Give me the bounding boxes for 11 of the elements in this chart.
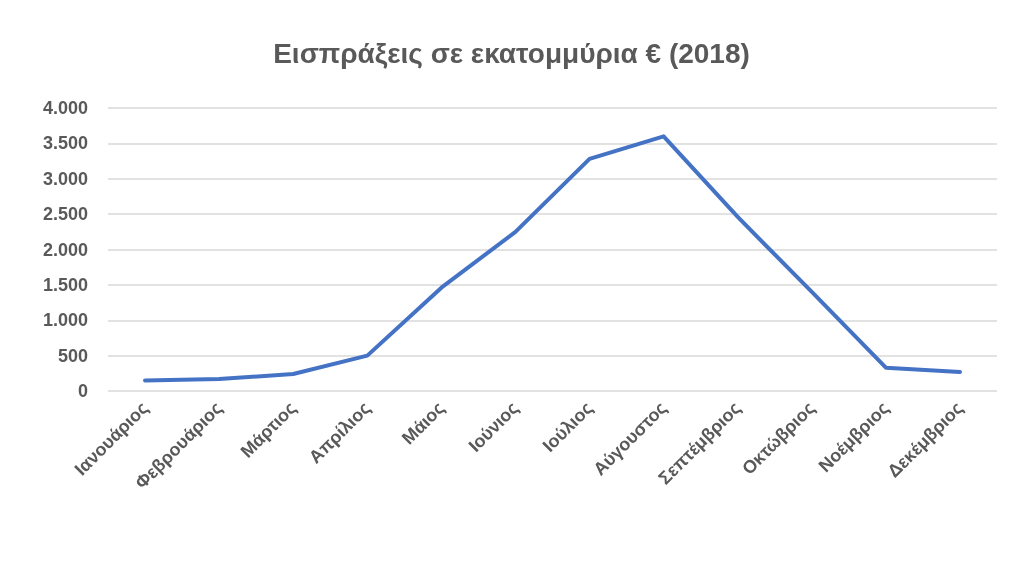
y-tick-label: 4.000 [42,98,88,118]
y-tick-label: 3.000 [42,168,88,189]
y-tick-label: 1.000 [42,310,88,331]
y-tick-label: 3.500 [42,133,88,154]
chart-title: Εισπράξεις σε εκατομμύρια € (2018) [273,37,750,69]
y-tick-label: 500 [57,345,88,366]
y-tick-label: 1.500 [42,274,88,295]
y-tick-label: 2.000 [42,239,88,260]
y-tick-label: 0 [77,381,88,401]
line-series [143,134,962,383]
y-tick-label: 2.500 [42,204,88,225]
